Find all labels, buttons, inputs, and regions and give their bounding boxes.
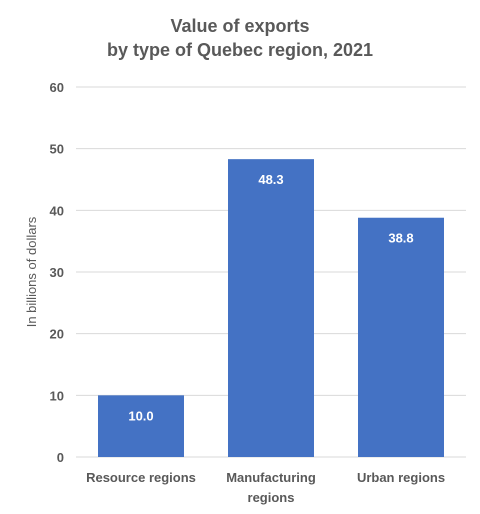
value-labels: 10.0 48.3 38.8 [128,172,413,423]
y-tick-label: 10 [50,388,64,403]
bar [358,217,444,457]
chart-title-line-2: by type of Quebec region, 2021 [106,40,374,60]
y-axis-ticks: 0 10 20 30 40 50 60 [50,80,64,465]
bar [228,159,314,457]
y-tick-label: 50 [50,142,64,157]
y-tick-label: 60 [50,80,64,95]
y-tick-label: 20 [50,327,64,342]
bar-value-label: 38.8 [388,231,413,246]
y-tick-label: 30 [50,265,64,280]
y-tick-label: 0 [57,450,64,465]
x-category-label: Resource regions [86,470,196,485]
chart-title-line-1: Value of exports [170,16,310,36]
bar [98,395,184,457]
x-category-label: Urban regions [357,470,445,485]
y-axis-title: In billions of dollars [24,216,39,327]
y-tick-label: 40 [50,203,64,218]
bars [98,159,444,457]
bar-value-label: 10.0 [128,408,153,423]
bar-value-label: 48.3 [258,172,283,187]
chart-title: Value of exports by type of Quebec regio… [0,14,480,62]
x-category-label: Manufacturing regions [226,470,316,505]
x-axis-categories: Resource regions Manufacturing regions Urba… [86,470,445,505]
